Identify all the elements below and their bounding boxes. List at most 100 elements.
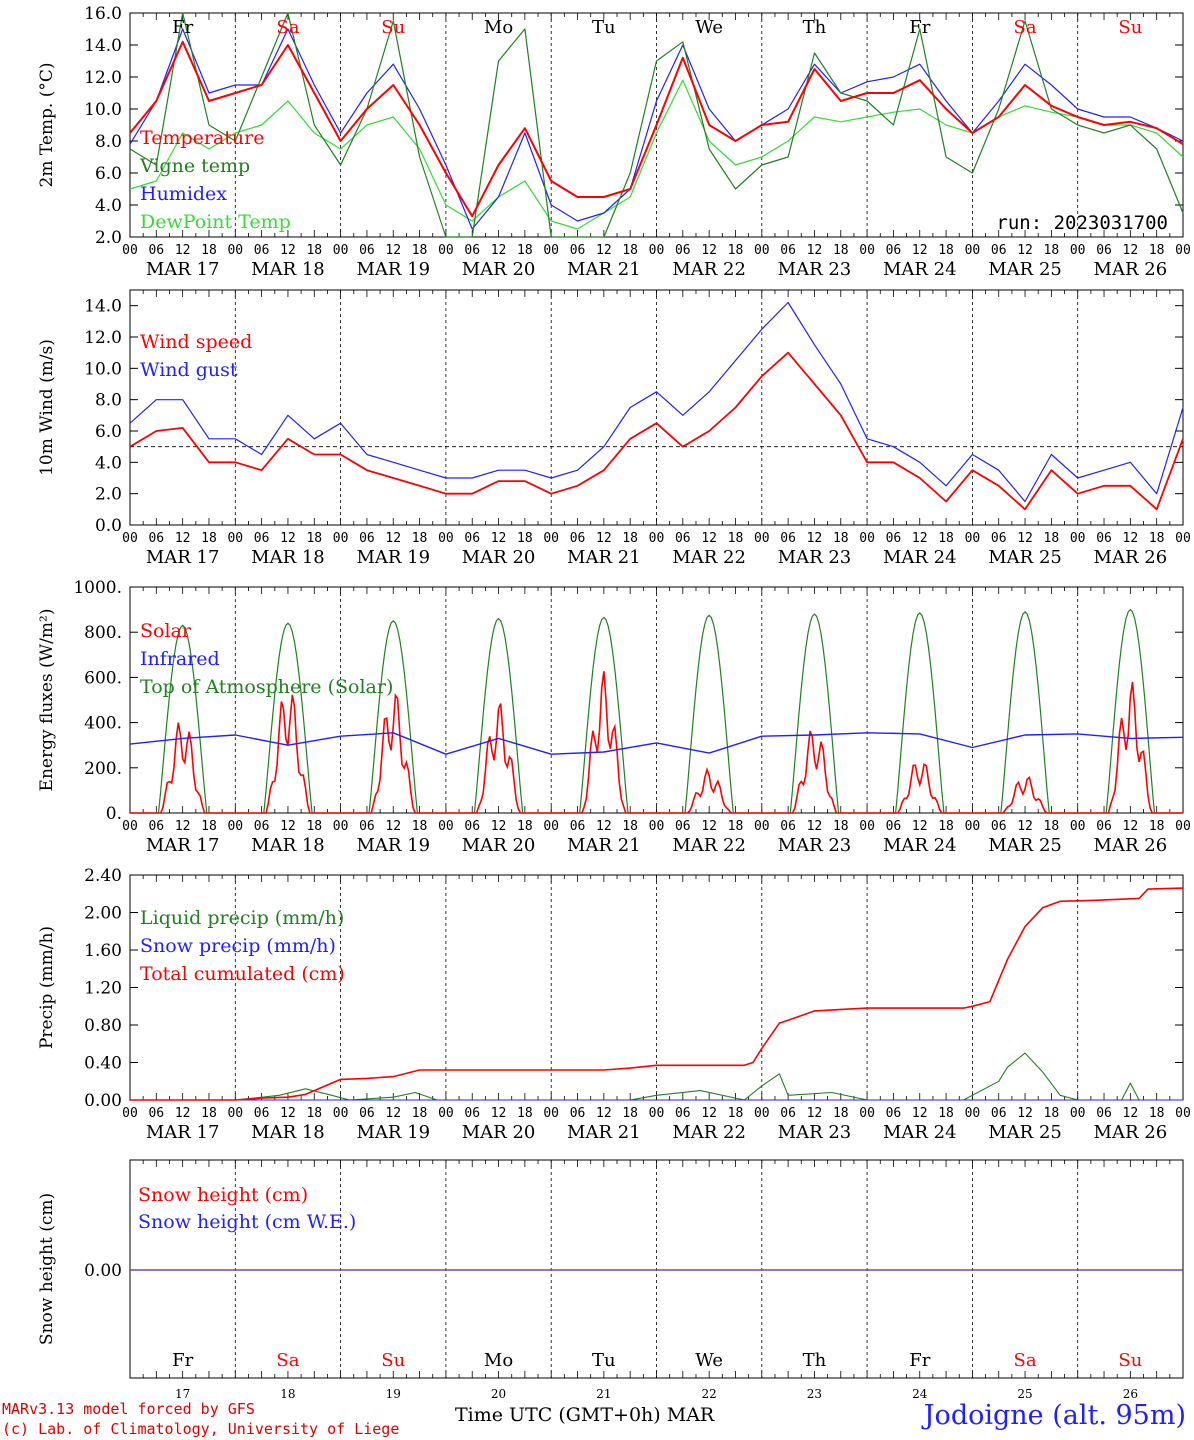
- day-label: MAR 21: [567, 547, 641, 568]
- weekday-label: Su: [381, 17, 405, 38]
- series-temperature: [129, 40, 1184, 218]
- hour-tick-label: 00: [859, 531, 875, 546]
- hour-tick-label: 12: [912, 243, 928, 258]
- day-label: MAR 25: [988, 259, 1062, 280]
- hour-tick-label: 12: [596, 819, 612, 834]
- hour-tick-label: 12: [280, 1106, 296, 1121]
- weekday-label: Th: [803, 1350, 827, 1371]
- hour-tick-label: 12: [912, 1106, 928, 1121]
- hour-tick-label: 12: [596, 531, 612, 546]
- legend-entry: Infrared: [140, 648, 220, 670]
- day-label: MAR 26: [1094, 835, 1168, 856]
- weekday-label: Su: [381, 1350, 405, 1371]
- hour-tick-label: 12: [385, 819, 401, 834]
- hour-tick-label: 12: [807, 531, 823, 546]
- hour-tick-label: 06: [1096, 1106, 1112, 1121]
- hour-tick-label: 06: [675, 243, 691, 258]
- hour-tick-label: 12: [912, 819, 928, 834]
- hour-tick-label: 00: [859, 819, 875, 834]
- hour-tick-label: 12: [807, 1106, 823, 1121]
- hour-tick-label: 00: [1070, 1106, 1086, 1121]
- hour-tick-label: 06: [1096, 819, 1112, 834]
- day-label: MAR 20: [462, 835, 536, 856]
- hour-tick-label: 06: [991, 243, 1007, 258]
- hour-tick-label: 06: [886, 819, 902, 834]
- hour-tick-label: 00: [122, 1106, 138, 1121]
- hour-tick-label: 18: [201, 1106, 217, 1121]
- day-label: MAR 22: [672, 1122, 746, 1143]
- hour-tick-label: 18: [306, 531, 322, 546]
- day-label: MAR 22: [672, 835, 746, 856]
- time-axis-title: Time UTC (GMT+0h) MAR: [455, 1404, 714, 1426]
- hour-tick-label: 00: [438, 531, 454, 546]
- weekday-label: Th: [803, 17, 827, 38]
- hour-tick-label: 06: [464, 819, 480, 834]
- hour-tick-label: 12: [280, 819, 296, 834]
- day-number: 18: [280, 1387, 295, 1401]
- day-number: 25: [1017, 1387, 1032, 1401]
- day-label: MAR 21: [567, 1122, 641, 1143]
- hour-tick-label: 12: [1123, 819, 1139, 834]
- hour-tick-label: 12: [175, 531, 191, 546]
- weekday-label: Sa: [1014, 17, 1037, 38]
- hour-tick-label: 18: [306, 243, 322, 258]
- weekday-label: Sa: [276, 1350, 299, 1371]
- day-label: MAR 18: [251, 835, 325, 856]
- legend-entry: Vigne temp: [139, 155, 250, 177]
- day-label: MAR 17: [146, 259, 220, 280]
- hour-tick-label: 12: [701, 1106, 717, 1121]
- time-axis-label: Time UTC (GMT+0h): [455, 1404, 661, 1426]
- day-label: MAR 18: [251, 547, 325, 568]
- y-tick-label: 6.0: [95, 422, 122, 442]
- hour-tick-label: 06: [464, 531, 480, 546]
- y-tick-label: 600.: [84, 668, 122, 688]
- hour-tick-label: 06: [359, 531, 375, 546]
- day-number: 26: [1123, 1387, 1138, 1401]
- weekday-label: Mo: [484, 1350, 513, 1371]
- hour-tick-label: 06: [780, 531, 796, 546]
- legend-entry: Solar: [140, 620, 192, 642]
- weekday-label: Su: [1118, 1350, 1142, 1371]
- hour-tick-label: 18: [728, 819, 744, 834]
- weekday-label: Sa: [276, 17, 299, 38]
- hour-tick-label: 06: [780, 1106, 796, 1121]
- day-label: MAR 23: [778, 547, 852, 568]
- hour-tick-label: 06: [570, 531, 586, 546]
- hour-tick-label: 18: [938, 243, 954, 258]
- hour-tick-label: 06: [359, 243, 375, 258]
- legend-entry: Snow height (cm): [138, 1184, 308, 1206]
- hour-tick-label: 00: [333, 819, 349, 834]
- legend-entry: Wind gust: [140, 359, 238, 381]
- hour-tick-label: 00: [227, 531, 243, 546]
- hour-tick-label: 00: [649, 531, 665, 546]
- hour-tick-label: 18: [306, 1106, 322, 1121]
- series-infrared: [129, 732, 1184, 755]
- hour-tick-label: 00: [1175, 531, 1191, 546]
- hour-tick-label: 06: [570, 243, 586, 258]
- hour-tick-label: 18: [412, 243, 428, 258]
- hour-tick-label: 18: [1149, 531, 1165, 546]
- legend-entry: Snow precip (mm/h): [140, 935, 336, 957]
- weekday-label: Su: [1118, 17, 1142, 38]
- hour-tick-label: 06: [886, 531, 902, 546]
- hour-tick-label: 18: [412, 531, 428, 546]
- hour-tick-label: 06: [780, 243, 796, 258]
- hour-tick-label: 12: [1123, 531, 1139, 546]
- hour-tick-label: 18: [306, 819, 322, 834]
- hour-tick-label: 00: [1070, 819, 1086, 834]
- hour-tick-label: 06: [359, 819, 375, 834]
- day-label: MAR 20: [462, 259, 536, 280]
- hour-tick-label: 12: [385, 243, 401, 258]
- hour-tick-label: 18: [622, 1106, 638, 1121]
- hour-tick-label: 06: [1096, 243, 1112, 258]
- hour-tick-label: 00: [859, 1106, 875, 1121]
- hour-tick-label: 00: [438, 243, 454, 258]
- y-tick-label: 1.60: [84, 941, 122, 961]
- legend-entry: Temperature: [140, 127, 264, 149]
- hour-tick-label: 00: [333, 531, 349, 546]
- hour-tick-label: 12: [491, 531, 507, 546]
- hour-tick-label: 12: [807, 243, 823, 258]
- hour-tick-label: 00: [543, 243, 559, 258]
- hour-tick-label: 18: [622, 243, 638, 258]
- day-label: MAR 23: [778, 835, 852, 856]
